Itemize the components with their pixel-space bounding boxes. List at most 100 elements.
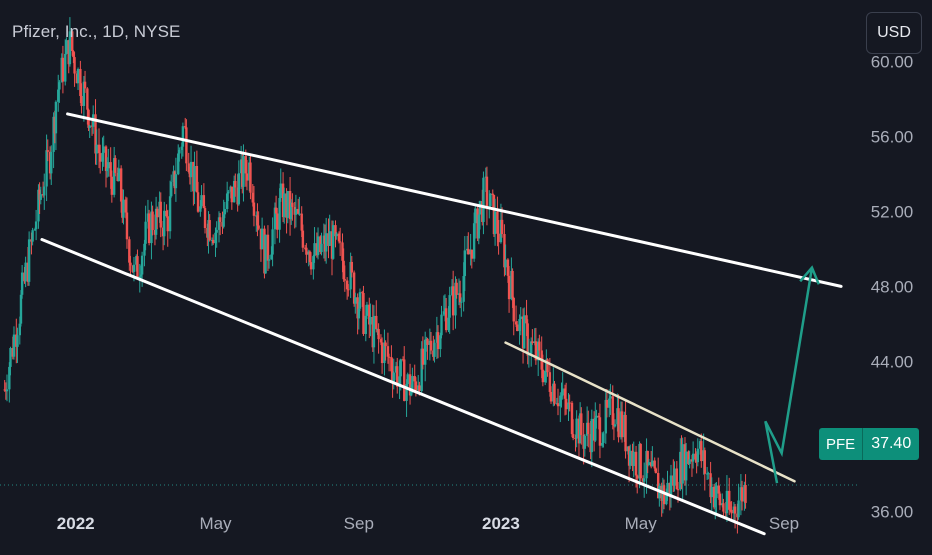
candle-body — [549, 391, 553, 402]
candle-body — [504, 259, 507, 268]
candle-body — [102, 146, 105, 153]
candle-body — [662, 485, 666, 505]
candle-body — [225, 193, 229, 210]
candle-body — [257, 225, 260, 229]
candle-body — [383, 342, 386, 364]
candle-body — [354, 297, 357, 304]
candle-body — [594, 417, 597, 441]
candle-body — [368, 304, 371, 325]
candle-body — [27, 239, 31, 282]
candle-body — [43, 186, 46, 196]
candle-body — [94, 114, 97, 154]
candle-body — [122, 199, 125, 218]
candle-body — [98, 153, 102, 162]
candle-body — [442, 311, 446, 315]
candle-body — [178, 150, 181, 154]
candle-body — [65, 40, 68, 54]
candle-body — [140, 255, 144, 275]
candle-body — [349, 261, 352, 290]
candle-body — [601, 442, 604, 446]
candle-body — [451, 286, 455, 316]
candle-body — [300, 213, 303, 231]
candle-body — [20, 272, 24, 295]
y-tick-label: 52.00 — [871, 202, 914, 221]
candle-body — [380, 342, 384, 364]
candle-body — [564, 398, 568, 410]
candle-body — [387, 356, 391, 358]
forecast-arrow-path — [764, 267, 814, 484]
candle-body — [117, 168, 121, 182]
candle-body — [620, 411, 624, 438]
candle-body — [165, 210, 168, 217]
candle-body — [138, 276, 141, 279]
candle-body — [413, 376, 416, 382]
candle-body — [654, 468, 658, 474]
candle-body — [324, 233, 328, 252]
channel-upper-line — [66, 112, 843, 288]
candle-body — [337, 233, 341, 242]
candle-body — [189, 161, 193, 178]
candle-body — [709, 473, 712, 498]
x-tick-label: May — [625, 514, 658, 533]
candle-body — [234, 180, 237, 188]
candle-body — [632, 451, 635, 467]
candle-body — [301, 230, 305, 248]
candle-body — [384, 342, 387, 347]
candle-body — [519, 316, 522, 319]
candle-body — [458, 293, 462, 303]
candle-body — [136, 256, 139, 279]
candle-body — [681, 444, 684, 484]
candle-body — [320, 243, 323, 253]
candle-body — [82, 81, 86, 106]
candle-body — [653, 460, 656, 469]
candle-body — [669, 475, 673, 497]
candle-body — [497, 233, 500, 243]
candle-body — [634, 451, 638, 476]
candle-body — [525, 315, 528, 324]
candle-body — [199, 206, 202, 212]
candle-body — [651, 460, 654, 467]
candle-body — [420, 348, 423, 392]
candle-body — [390, 357, 393, 372]
candle-body — [12, 334, 16, 357]
candle-body — [602, 433, 605, 443]
candle-body — [9, 348, 12, 367]
candle-body — [744, 484, 747, 503]
candle-body — [129, 262, 132, 266]
candle-body — [718, 493, 722, 506]
price-tag-value: 37.40 — [863, 428, 920, 460]
candle-body — [398, 376, 401, 387]
candle-body — [436, 332, 440, 350]
candle-body — [107, 162, 110, 169]
candle-body — [52, 116, 55, 152]
candle-body — [604, 399, 607, 434]
candle-body — [526, 323, 529, 356]
candle-body — [414, 381, 418, 391]
candle-body — [512, 297, 515, 322]
candle-body — [343, 279, 347, 281]
y-tick-label: 36.00 — [871, 502, 914, 521]
candle-body — [439, 335, 442, 350]
candle-body — [568, 402, 571, 404]
candle-body — [5, 389, 9, 392]
candle-body — [71, 31, 74, 52]
candle-body — [559, 395, 562, 407]
candle-body — [101, 152, 104, 162]
candle-body — [168, 196, 172, 232]
candle-body — [406, 374, 409, 385]
candle-body — [546, 359, 549, 373]
candle-body — [500, 219, 504, 235]
candle-body — [350, 261, 354, 273]
candle-body — [33, 229, 37, 231]
candle-body — [163, 210, 166, 237]
candle-body — [110, 176, 114, 195]
candle-body — [518, 318, 521, 332]
candle-body — [114, 158, 117, 173]
candle-body — [203, 208, 207, 228]
candle-body — [34, 221, 38, 230]
candle-body — [553, 383, 556, 404]
chart-title: Pfizer, Inc., 1D, NYSE — [12, 22, 181, 41]
currency-button[interactable]: USD — [866, 12, 922, 54]
